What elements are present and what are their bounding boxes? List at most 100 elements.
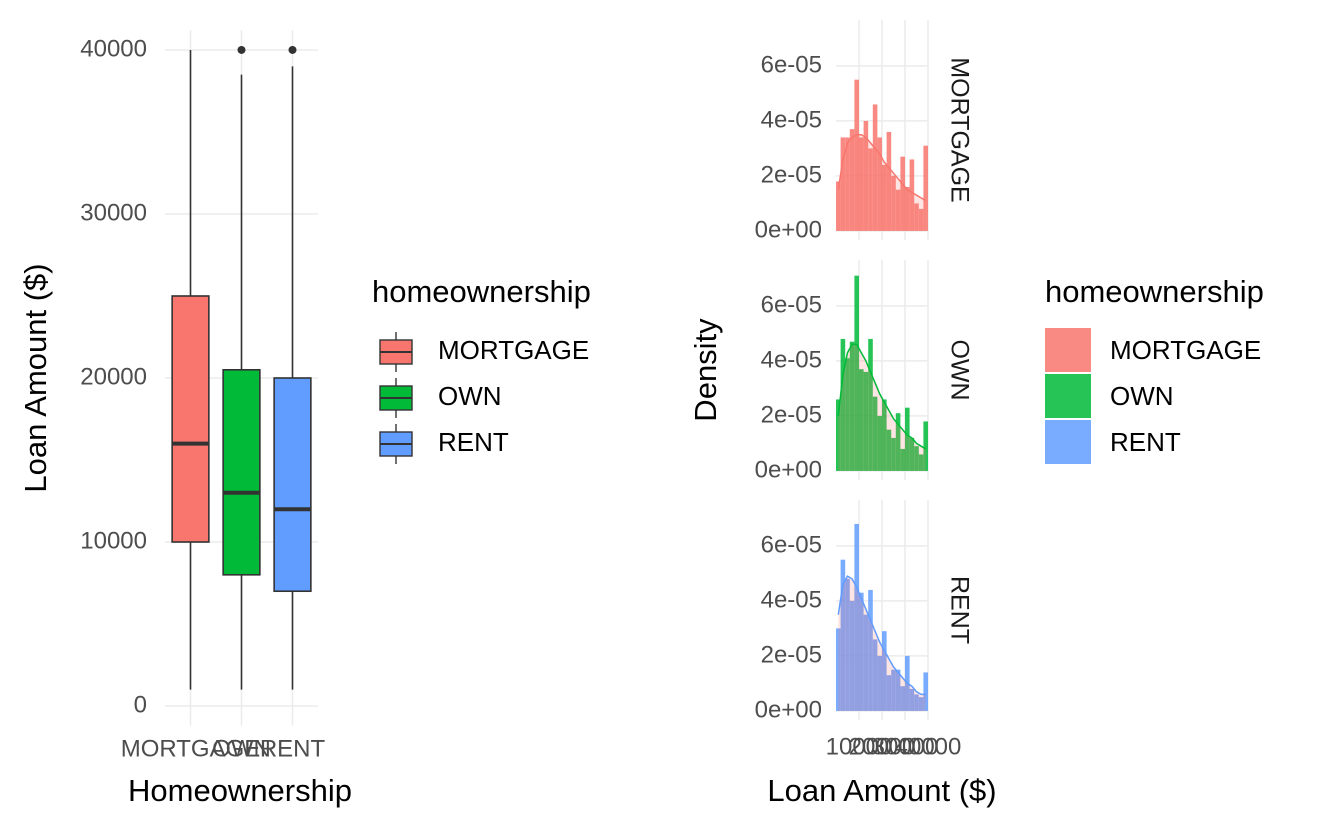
histogram-bar (900, 686, 905, 711)
histogram-bar (918, 697, 924, 711)
histogram-bar (845, 358, 850, 471)
x-tick-label: RENT (260, 735, 326, 762)
histogram-bar (863, 614, 869, 711)
y-tick-label: 0e+00 (755, 696, 822, 723)
x-tick-label: 10000 (826, 733, 893, 760)
histogram-bar (923, 421, 928, 471)
x-tick-label: 40000 (895, 733, 962, 760)
y-axis-title: Loan Amount ($) (18, 263, 53, 492)
legend-key (1045, 328, 1091, 372)
histogram-bar (905, 407, 910, 471)
histogram-bar (882, 164, 887, 231)
histogram-bar (854, 523, 859, 711)
legend-label: OWN (1110, 381, 1174, 411)
legend-title: homeownership (1045, 274, 1264, 309)
y-tick-label: 10000 (80, 527, 147, 554)
histogram-bar (914, 203, 919, 231)
y-tick-label: 4e-05 (761, 106, 822, 133)
histogram-bar (854, 79, 859, 231)
density-line (837, 343, 927, 450)
y-tick-label: 4e-05 (761, 346, 822, 373)
histogram-bar (868, 338, 873, 471)
y-tick-label: 2e-05 (761, 161, 822, 188)
y-tick-label: 20000 (80, 363, 147, 390)
histogram-bar (882, 631, 887, 711)
histogram-bar (868, 589, 873, 711)
legend-label: OWN (438, 381, 502, 411)
histogram-bar (836, 181, 841, 231)
histogram-bar (877, 137, 882, 231)
histogram-bar (918, 454, 924, 471)
density-line (837, 575, 926, 696)
histogram-bar (849, 341, 855, 471)
x-tick-label: 20000 (849, 733, 916, 760)
y-axis-title: Density (688, 318, 723, 422)
histogram-bar (909, 437, 915, 471)
histogram-bar (877, 415, 882, 471)
histogram-bar (845, 137, 850, 231)
density-area (838, 134, 926, 231)
y-tick-label: 0e+00 (755, 456, 822, 483)
histogram-bar (909, 159, 915, 231)
histogram-bar (840, 338, 846, 471)
histogram-bar (845, 578, 850, 711)
density-area (838, 344, 926, 471)
histogram-bar (914, 446, 919, 471)
histogram-bar (923, 145, 928, 231)
box (171, 295, 210, 543)
legend-label: RENT (1110, 427, 1181, 457)
histogram-bar (836, 399, 841, 471)
histogram-bar (849, 600, 855, 711)
histogram-bar (859, 369, 864, 471)
histogram-bar (914, 694, 919, 711)
histogram-bar (859, 592, 864, 711)
histogram-bar (840, 559, 846, 711)
histogram-bar (886, 131, 892, 231)
facet-strip-label: RENT (945, 576, 973, 644)
histogram-bar (886, 675, 892, 711)
histogram-bar (863, 120, 869, 231)
histogram-bar (891, 437, 896, 471)
histogram-bar (859, 137, 864, 231)
y-tick-label: 6e-05 (761, 531, 822, 558)
histogram-bar (891, 669, 896, 711)
y-tick-label: 0 (134, 691, 147, 718)
histogram-bar (840, 137, 846, 231)
histogram-bar (849, 129, 855, 231)
facet-strip-label: OWN (945, 339, 973, 400)
density-area (838, 576, 926, 711)
outlier (288, 45, 297, 54)
histogram-bar (882, 399, 887, 471)
x-axis-title: Homeownership (128, 773, 352, 808)
histogram-bar (909, 688, 915, 711)
histogram-bar (872, 639, 878, 711)
y-tick-label: 2e-05 (761, 401, 822, 428)
x-axis-title: Loan Amount ($) (767, 773, 996, 808)
histogram-bar (872, 104, 878, 231)
histogram-bar (891, 175, 896, 231)
y-tick-label: 30000 (80, 199, 147, 226)
legend-label: MORTGAGE (438, 335, 589, 365)
histogram-bar (895, 189, 901, 231)
y-tick-label: 4e-05 (761, 586, 822, 613)
histogram-bar (872, 396, 878, 471)
box (222, 368, 261, 576)
density-line (837, 133, 927, 202)
legend-label: RENT (438, 427, 509, 457)
x-tick-label: OWN (212, 735, 271, 762)
y-tick-label: 6e-05 (761, 291, 822, 318)
histogram-bar (877, 655, 882, 711)
y-tick-label: 2e-05 (761, 641, 822, 668)
y-tick-label: 40000 (80, 35, 147, 62)
legend-title: homeownership (372, 274, 591, 309)
y-tick-label: 6e-05 (761, 51, 822, 78)
facet-strip-label: MORTGAGE (945, 57, 973, 202)
histogram-bar (918, 208, 924, 231)
histogram-bar (836, 628, 841, 711)
outlier (237, 45, 246, 54)
histogram-bar (895, 669, 901, 711)
x-tick-label: 30000 (872, 733, 939, 760)
histogram-bar (886, 429, 892, 471)
histogram-bar (905, 186, 910, 231)
legend-key (1045, 420, 1091, 464)
